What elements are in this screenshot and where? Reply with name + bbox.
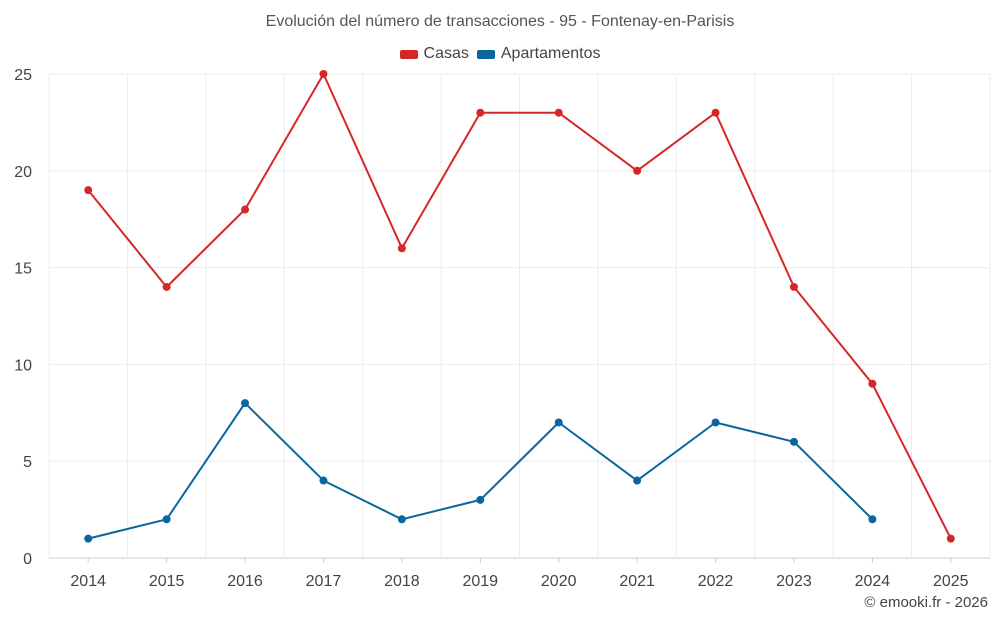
data-point-casas-2022 <box>711 108 720 117</box>
data-point-apartamentos-2015 <box>162 515 171 524</box>
x-tick-label-2020: 2020 <box>541 573 577 590</box>
x-tick-label-2025: 2025 <box>933 573 969 590</box>
chart-title: Evolución del número de transacciones - … <box>265 13 735 30</box>
legend-label-apartamentos: Apartamentos <box>500 45 601 62</box>
y-tick-label-15: 15 <box>14 261 32 278</box>
legend-label-casas: Casas <box>423 45 469 62</box>
legend-swatch-casas <box>399 49 418 59</box>
data-point-casas-2014 <box>84 186 93 195</box>
data-point-apartamentos-2020 <box>554 418 563 427</box>
series-line-casas <box>87 73 952 540</box>
x-tick-label-2024: 2024 <box>855 573 891 590</box>
x-tick-label-2023: 2023 <box>776 573 812 590</box>
data-point-apartamentos-2021 <box>633 476 642 485</box>
data-point-apartamentos-2019 <box>476 495 485 504</box>
data-point-casas-2021 <box>633 166 642 175</box>
x-tick-label-2017: 2017 <box>306 573 342 590</box>
x-tick-label-2015: 2015 <box>149 573 185 590</box>
data-point-apartamentos-2023 <box>789 437 798 446</box>
data-point-casas-2018 <box>397 244 406 253</box>
data-point-apartamentos-2024 <box>868 515 877 524</box>
legend-item-apartamentos[interactable]: Apartamentos <box>476 45 601 63</box>
x-tick-label-2018: 2018 <box>384 573 420 590</box>
legend-swatch-apartamentos <box>476 49 495 59</box>
credit-text: © emooki.fr - 2026 <box>864 594 988 611</box>
y-tick-label-10: 10 <box>14 357 32 374</box>
y-tick-label-0: 0 <box>23 551 32 568</box>
data-point-apartamentos-2014 <box>84 534 93 543</box>
data-point-casas-2016 <box>241 205 250 214</box>
legend-item-casas[interactable]: Casas <box>399 45 469 63</box>
x-tick-label-2016: 2016 <box>227 573 263 590</box>
data-point-casas-2019 <box>476 108 485 117</box>
x-tick-label-2022: 2022 <box>698 573 734 590</box>
chart-legend: Casas Apartamentos <box>0 45 1000 63</box>
data-point-casas-2024 <box>868 379 877 388</box>
y-tick-label-5: 5 <box>23 454 32 471</box>
data-point-apartamentos-2018 <box>397 515 406 524</box>
data-point-apartamentos-2017 <box>319 476 328 485</box>
data-point-casas-2025 <box>946 534 955 543</box>
data-point-casas-2020 <box>554 108 563 117</box>
data-point-casas-2017 <box>319 70 328 78</box>
x-tick-label-2019: 2019 <box>462 573 498 590</box>
data-point-casas-2023 <box>789 282 798 291</box>
x-tick-label-2021: 2021 <box>619 573 655 590</box>
data-point-apartamentos-2016 <box>241 399 250 408</box>
y-tick-label-25: 25 <box>14 67 32 84</box>
data-point-apartamentos-2022 <box>711 418 720 427</box>
data-point-casas-2015 <box>162 282 171 291</box>
y-tick-label-20: 20 <box>14 164 32 181</box>
x-tick-label-2014: 2014 <box>70 573 106 590</box>
